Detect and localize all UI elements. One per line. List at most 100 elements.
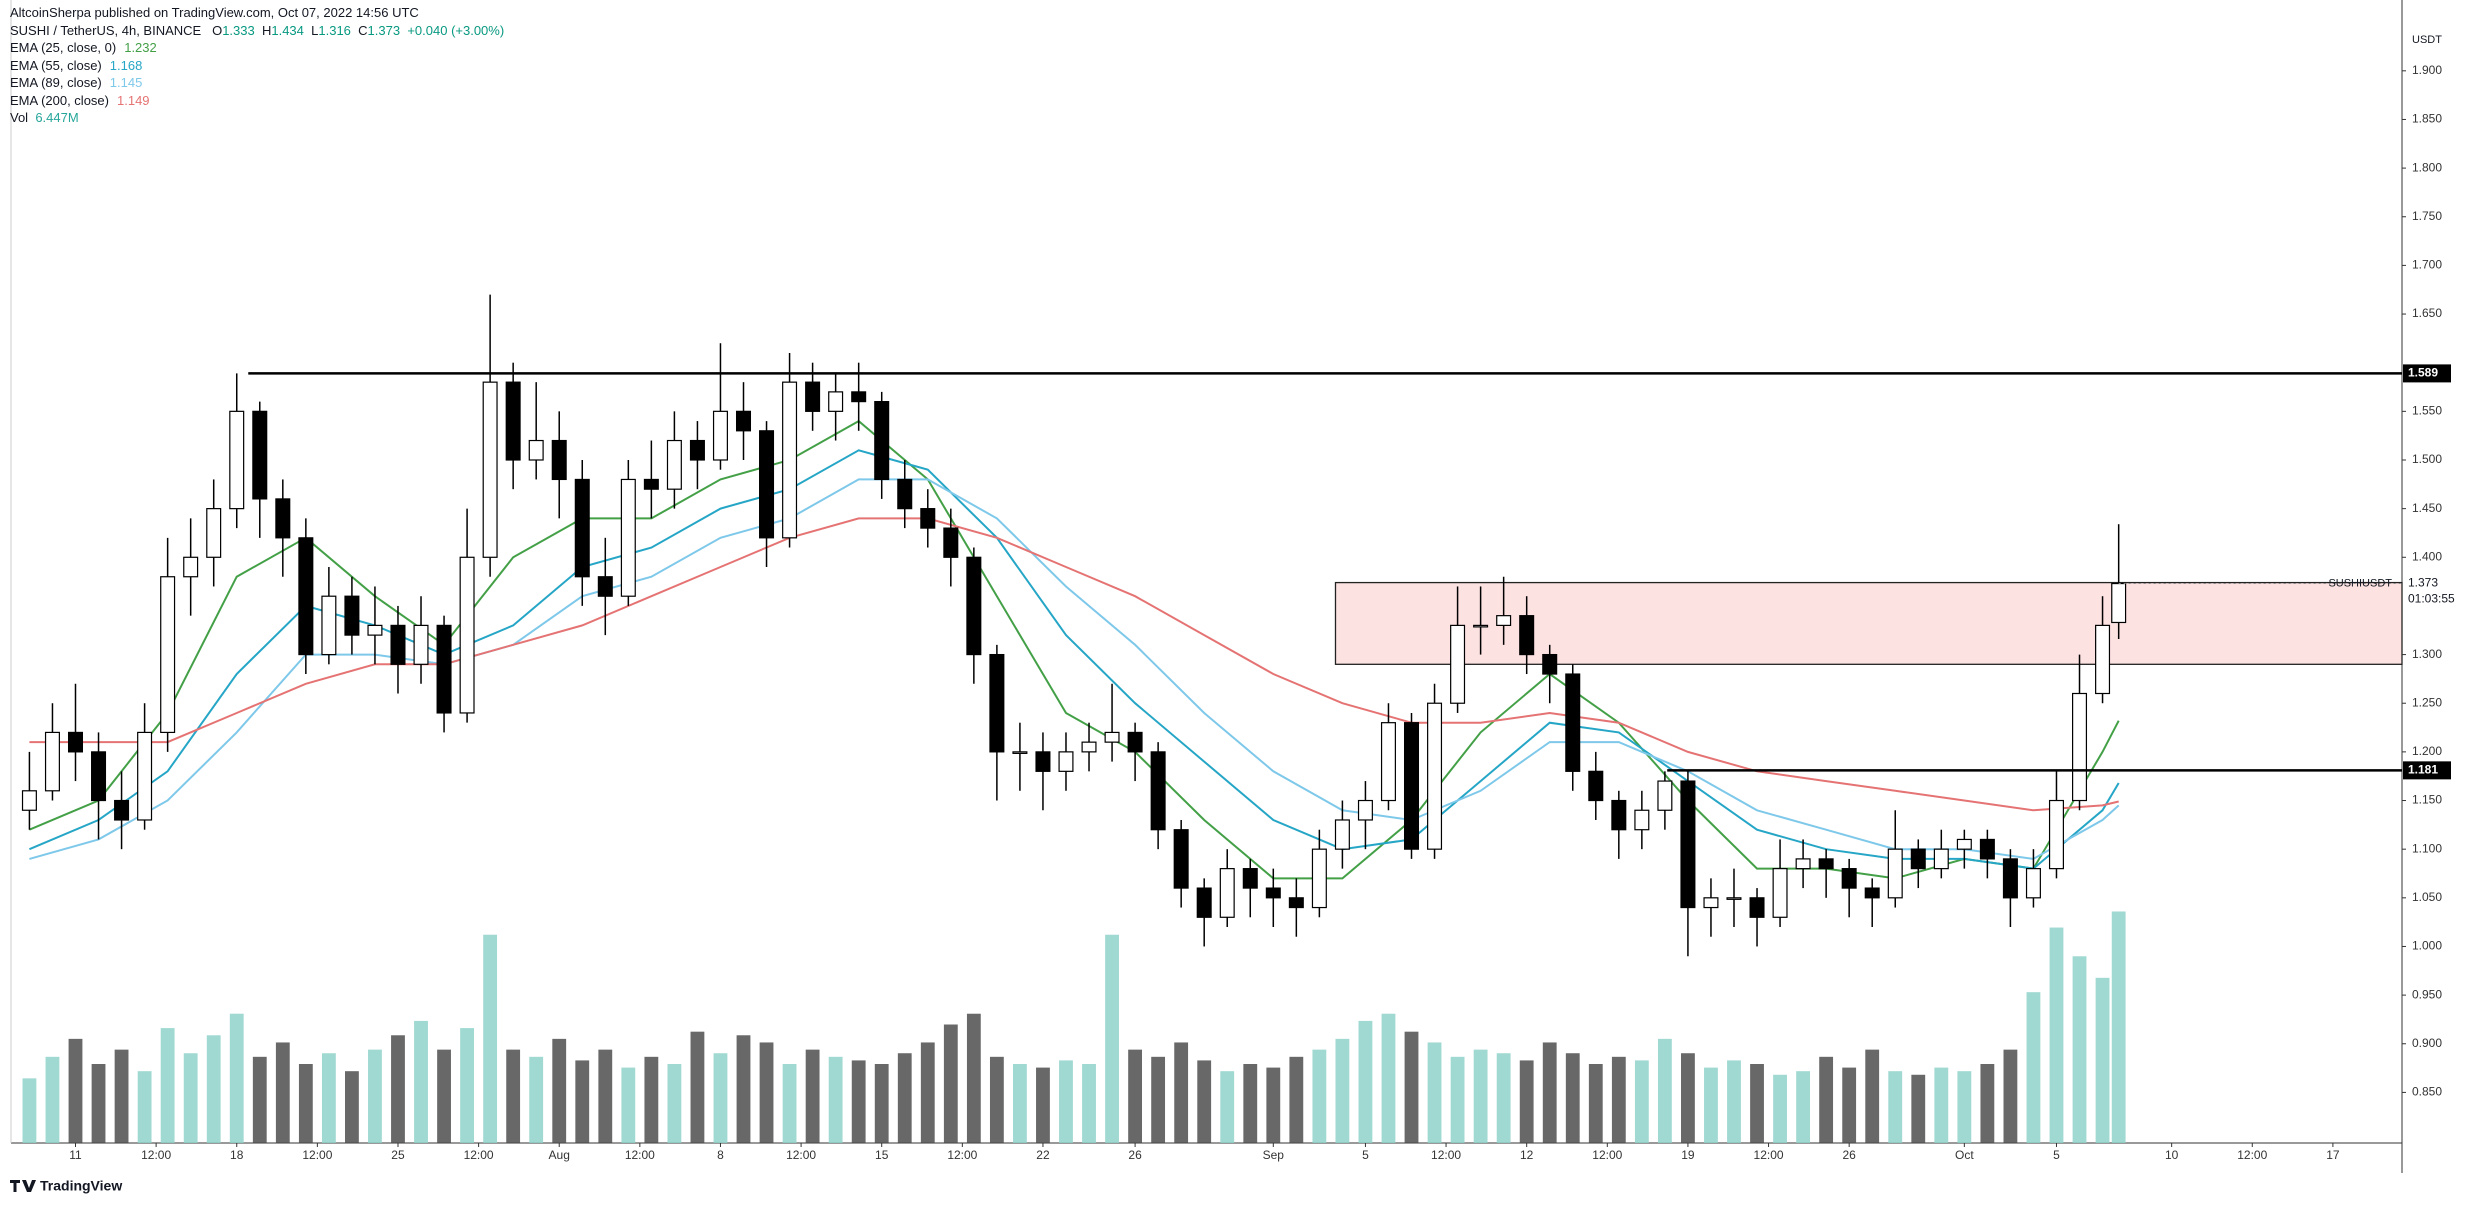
volume-bar [1542,1042,1557,1143]
y-tick-label: 1.750 [2412,209,2442,223]
level-label: 1.181 [2408,763,2438,777]
volume-bar [91,1064,106,1143]
x-tick-label: 10 [2165,1148,2179,1162]
volume-bar [506,1049,521,1143]
candle-body [989,653,1005,753]
candle-body [1127,731,1143,753]
volume-bar [1588,1064,1603,1143]
volume-bar [391,1035,405,1143]
volume-bar [1496,1053,1511,1143]
volume-bar [1704,1067,1718,1143]
volume-bar [828,1056,843,1143]
candle-body [1818,858,1834,870]
candle-body [643,478,659,490]
candle-body [782,381,798,539]
change: +0.040 (+3.00%) [407,22,505,38]
candle-body [114,799,130,821]
x-tick-label: 12:00 [625,1148,655,1162]
candle-body [275,498,291,539]
ema-value: 1.168 [109,57,143,73]
volume-bar [989,1056,1004,1143]
candle-body [551,439,567,481]
candle-body [1956,838,1972,850]
ema-legend-row: EMA (89, close) 1.145 [10,74,504,92]
candle-body [735,410,752,432]
y-tick-label: 0.900 [2412,1036,2442,1050]
volume-bar [1151,1056,1166,1143]
x-tick-label: 12:00 [464,1148,494,1162]
x-tick-label: 12:00 [786,1148,816,1162]
candle-body [1680,780,1696,909]
volume-bar [1082,1064,1096,1143]
x-tick-label: Aug [549,1148,570,1162]
x-tick-label: 11 [69,1148,82,1162]
x-tick-label: 12:00 [947,1148,977,1162]
candle-body [1588,770,1604,802]
candle-body [1265,887,1281,899]
candle-body [1242,868,1258,889]
y-tick-label: 1.550 [2412,404,2442,418]
ohlc-label: O [212,22,223,38]
volume-bar [575,1060,590,1143]
candle-body [1357,799,1373,821]
candle-body [1035,751,1051,772]
y-tick-label: 1.200 [2412,744,2442,758]
candle-body [1496,615,1512,626]
y-tick-label: 1.650 [2412,306,2442,320]
level-label: 1.589 [2408,366,2438,380]
volume-bar [529,1056,544,1143]
candle-body [897,478,913,510]
candle-body [367,624,383,636]
volume-bar [1450,1056,1465,1143]
y-tick-label: 1.000 [2412,939,2442,953]
symbol: SUSHI / TetherUS, 4h, BINANCE [10,22,202,38]
x-tick-label: 15 [875,1148,889,1162]
volume-bar [782,1064,797,1143]
candle-body [2048,799,2064,870]
ema-legend-row: EMA (55, close) 1.168 [10,57,504,75]
x-tick-label: 12:00 [1431,1148,1461,1162]
current-price: 1.373 [2408,576,2438,590]
candle-body [1864,887,1880,899]
candle-body [252,410,268,500]
volume-bar [275,1042,290,1143]
volume-bar [920,1042,935,1143]
ema-line [29,449,2120,870]
y-tick-label: 1.400 [2412,549,2442,563]
candle-body [828,391,844,412]
volume-bar [206,1035,221,1143]
volume-bar [1358,1020,1373,1143]
candle-body [482,381,498,558]
candle-body [759,430,775,539]
candle-body [689,439,705,461]
ema-legend: EMA (25, close, 0) 1.232 EMA (55, close) 1.… [10,39,504,109]
x-tick-label: 12:00 [141,1148,171,1162]
x-tick-label: Oct [1955,1148,1974,1162]
candle-body [1104,731,1120,743]
x-tick-label: 12 [1520,1148,1534,1162]
y-tick-label: 1.500 [2412,452,2442,466]
volume-bar [1427,1042,1442,1143]
candle-body [21,790,37,811]
y-tick-label: 0.850 [2412,1085,2442,1099]
x-tick-label: 26 [1842,1148,1856,1162]
volume-legend: Vol 6.447M [10,109,504,127]
ohlc-value: 1.434 [271,22,304,38]
candle-body [620,478,636,597]
volume-bar [805,1049,820,1143]
x-tick-label: 12:00 [302,1148,332,1162]
volume-bar [1473,1049,1488,1143]
ema-legend-row: EMA (200, close) 1.149 [10,92,504,110]
ema-name: EMA (89, close) [10,75,102,90]
candle-body [1772,868,1788,918]
volume-bar [1750,1064,1764,1143]
volume-bar [667,1064,682,1143]
x-tick-label: 19 [1681,1148,1695,1162]
y-tick-label: 1.900 [2412,63,2442,77]
brand-logo [10,1180,36,1192]
candle-body [1611,799,1627,831]
candle-body [1565,673,1581,772]
volume-bar [1980,1064,1995,1143]
